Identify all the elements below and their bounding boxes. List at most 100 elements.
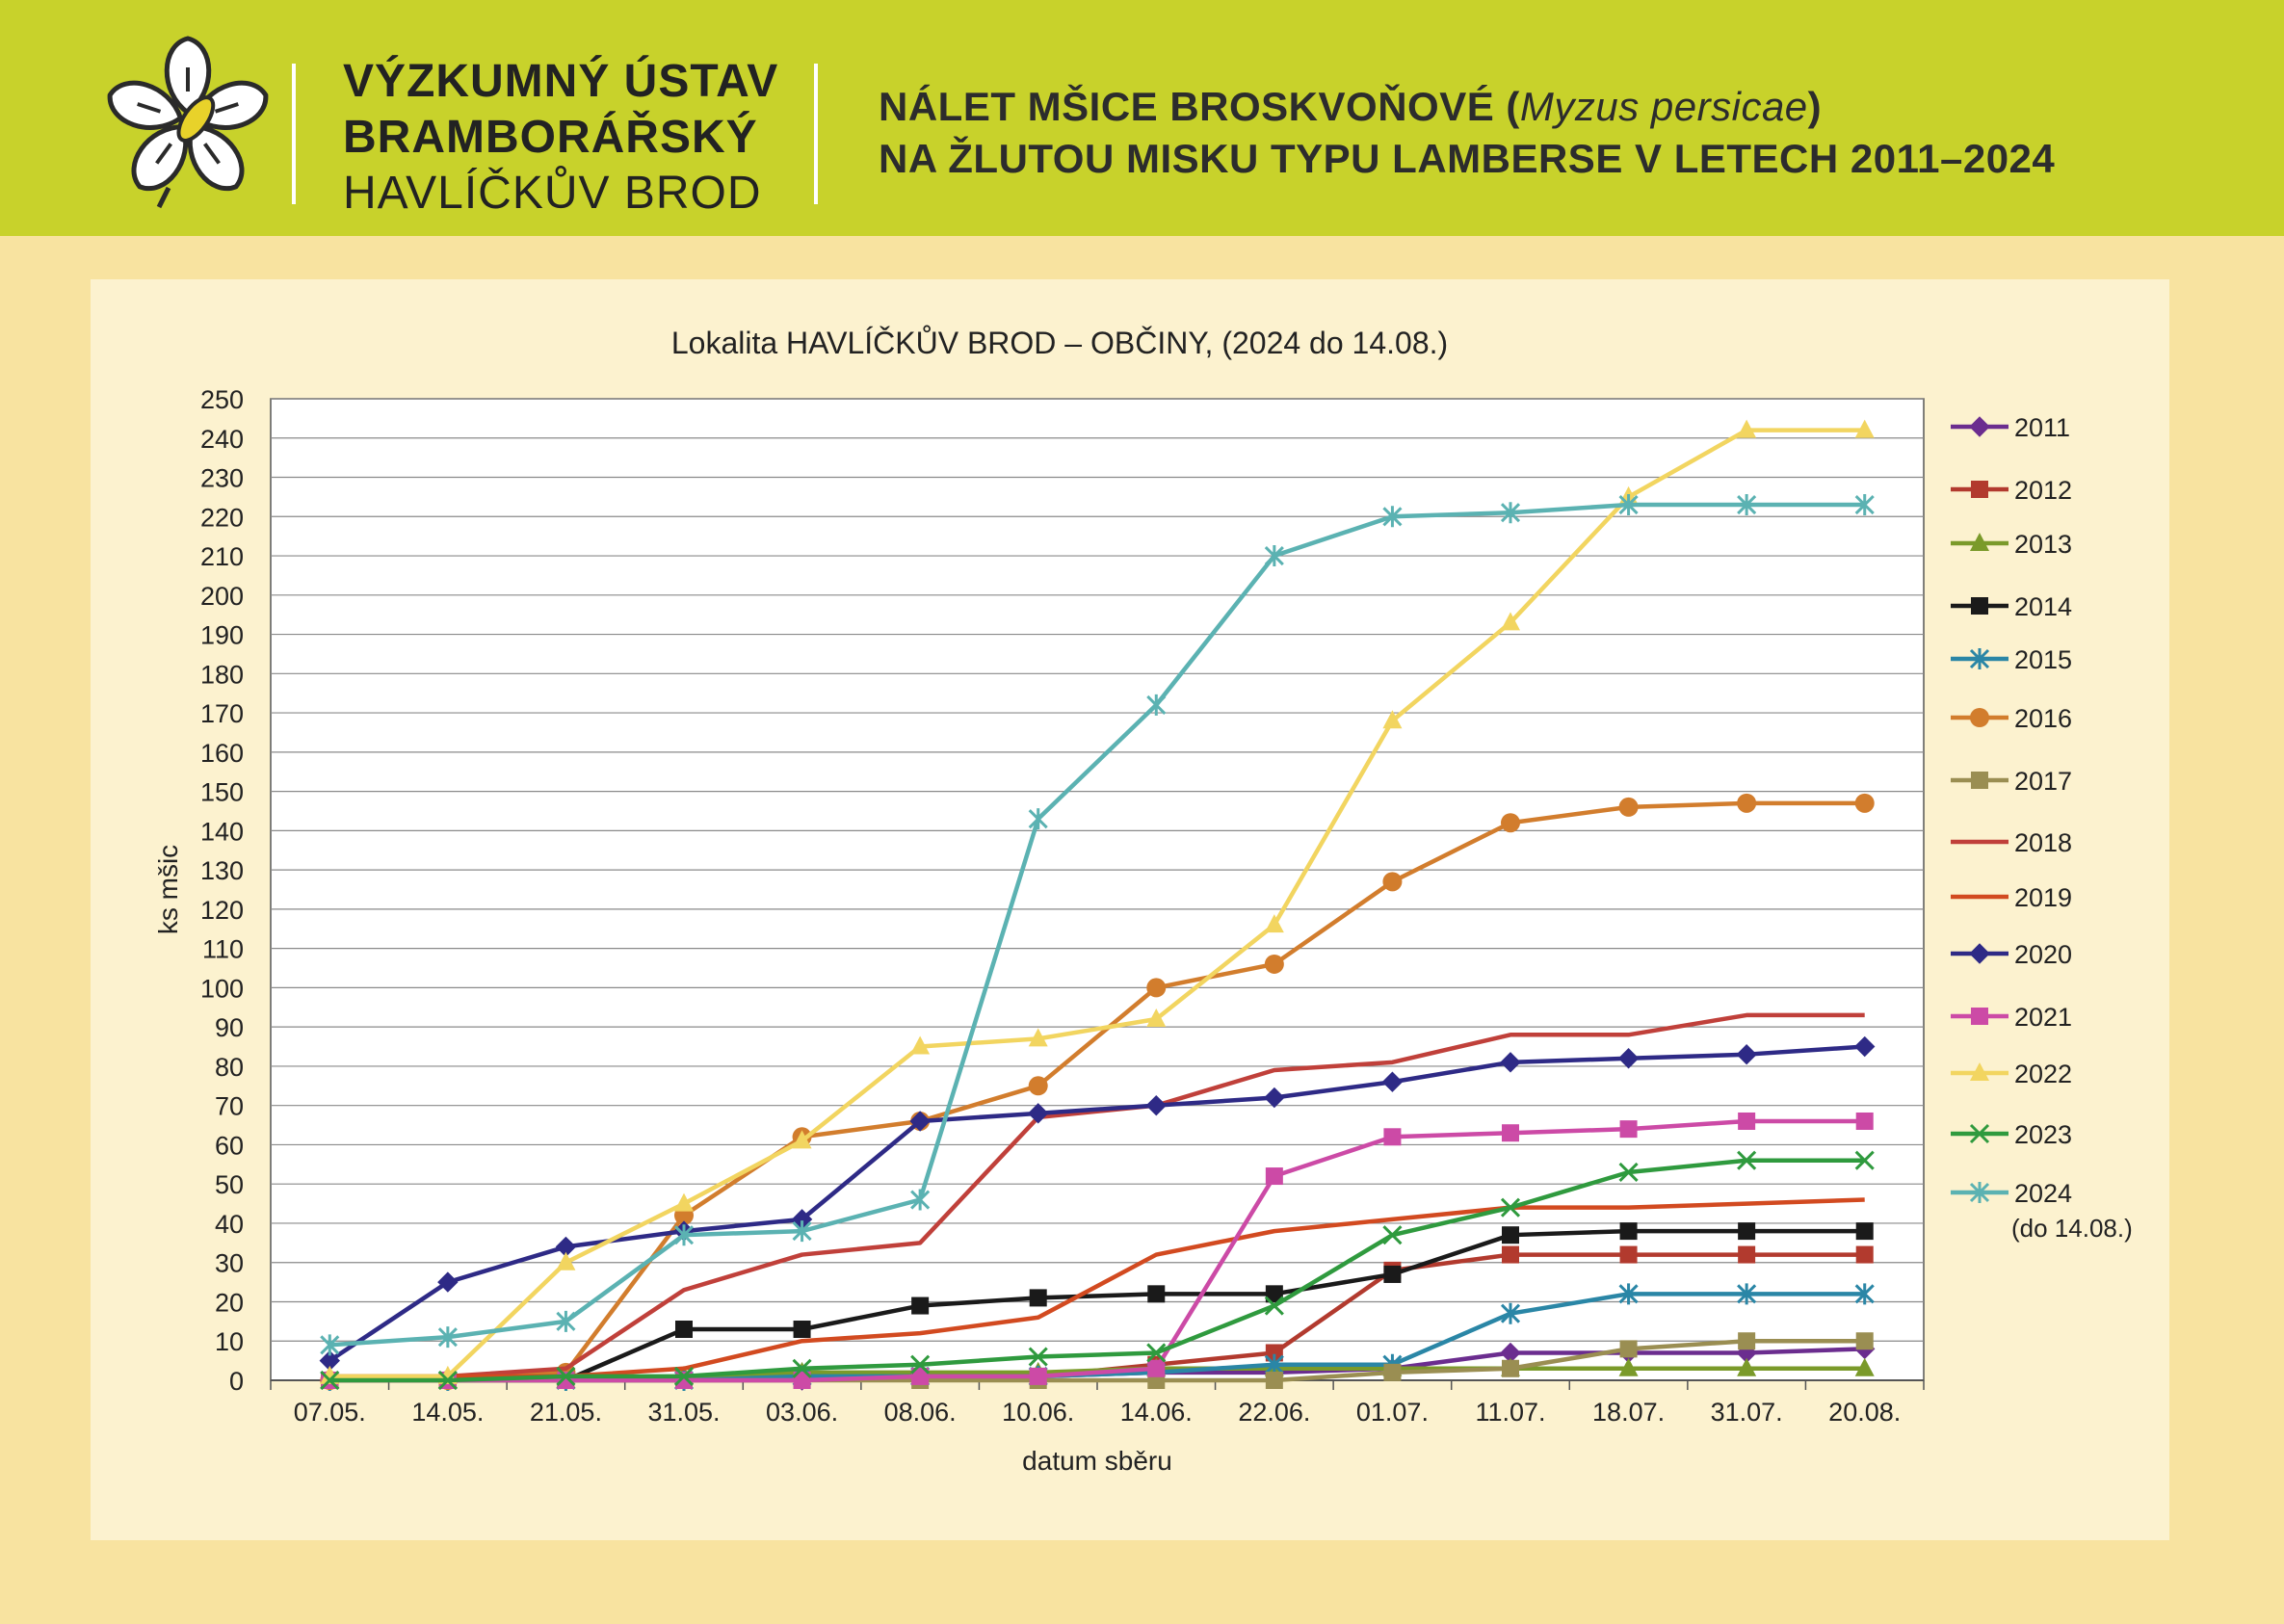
legend-marker bbox=[1969, 943, 1990, 964]
data-point bbox=[910, 1189, 931, 1211]
series-2020 bbox=[319, 1035, 1876, 1372]
y-tick-label: 210 bbox=[200, 542, 244, 571]
data-point bbox=[437, 1271, 459, 1293]
data-point bbox=[1737, 1283, 1757, 1305]
legend-label: 2024 bbox=[2014, 1179, 2072, 1208]
data-point bbox=[1619, 1120, 1638, 1139]
data-point bbox=[1028, 1347, 1048, 1367]
data-point bbox=[1028, 808, 1048, 830]
series-2024 bbox=[320, 494, 1875, 1356]
y-tick-label: 30 bbox=[215, 1249, 244, 1278]
legend-label: 2022 bbox=[2014, 1060, 2072, 1088]
data-point bbox=[1618, 1357, 1639, 1376]
legend-marker bbox=[1969, 1182, 1990, 1203]
data-point bbox=[1737, 1150, 1757, 1170]
data-point bbox=[1381, 1071, 1404, 1092]
x-tick-label: 14.06. bbox=[1120, 1398, 1193, 1427]
y-tick-label: 190 bbox=[200, 621, 244, 650]
series-line bbox=[329, 1228, 1865, 1383]
legend-label: 2023 bbox=[2014, 1120, 2072, 1149]
data-point bbox=[1502, 1245, 1519, 1264]
data-point bbox=[1738, 1332, 1756, 1350]
data-point bbox=[1028, 1103, 1049, 1124]
data-point bbox=[1382, 710, 1403, 729]
y-tick-label: 160 bbox=[200, 739, 244, 768]
y-tick-label: 80 bbox=[215, 1053, 244, 1082]
y-tick-label: 110 bbox=[202, 935, 244, 964]
legend-item-2018: 2018 bbox=[1951, 828, 2072, 857]
y-axis-label: ks mšic bbox=[153, 845, 183, 934]
series-line bbox=[329, 800, 1865, 1383]
legend-label: 2021 bbox=[2014, 1003, 2072, 1032]
flower-logo-icon bbox=[107, 36, 269, 209]
data-point bbox=[1854, 793, 1875, 813]
legend-note: (do 14.08.) bbox=[2011, 1214, 2133, 1243]
data-point bbox=[911, 1367, 930, 1385]
data-point bbox=[909, 1111, 931, 1132]
data-point bbox=[792, 1130, 812, 1149]
institute-name: VÝZKUMNÝ ÚSTAV BRAMBORÁŘSKÝ HAVLÍČKŮV BR… bbox=[343, 54, 778, 222]
data-point bbox=[1146, 694, 1167, 716]
legend-item-2021: 2021 bbox=[1951, 1003, 2072, 1032]
data-point bbox=[1617, 1048, 1640, 1069]
legend-item-2020: 2020 bbox=[1951, 940, 2072, 969]
y-tick-label: 20 bbox=[215, 1288, 244, 1317]
data-point bbox=[1383, 1265, 1402, 1283]
legend-item-2023: 2023 bbox=[1951, 1120, 2072, 1149]
legend-marker bbox=[1970, 708, 1989, 727]
institute-line-2: BRAMBORÁŘSKÝ bbox=[343, 112, 758, 163]
data-point bbox=[1619, 1245, 1638, 1264]
y-tick-label: 0 bbox=[229, 1367, 244, 1396]
data-point bbox=[1265, 1372, 1283, 1389]
data-point bbox=[1502, 1226, 1519, 1244]
legend-marker bbox=[1971, 597, 1988, 615]
series-line bbox=[329, 428, 1865, 1379]
data-point bbox=[1500, 1052, 1521, 1073]
legend-item-2022: 2022 bbox=[1951, 1060, 2072, 1088]
data-point bbox=[1264, 914, 1284, 933]
series-2023 bbox=[320, 1150, 1875, 1391]
x-tick-label: 07.05. bbox=[294, 1398, 366, 1427]
x-tick-label: 18.07. bbox=[1592, 1398, 1665, 1427]
data-point bbox=[673, 1366, 695, 1386]
institute-line-3: HAVLÍČKŮV BROD bbox=[343, 168, 762, 219]
legend-label: 2020 bbox=[2014, 940, 2072, 969]
legend-label: 2011 bbox=[2014, 413, 2070, 442]
legend-item-2013: 2013 bbox=[1951, 530, 2072, 559]
x-tick-label: 31.07. bbox=[1711, 1398, 1783, 1427]
data-point bbox=[1502, 1359, 1519, 1377]
data-point bbox=[910, 1354, 931, 1375]
data-point bbox=[556, 1310, 576, 1332]
header-divider bbox=[292, 64, 296, 204]
y-tick-label: 230 bbox=[200, 464, 244, 493]
data-point bbox=[1382, 506, 1403, 528]
data-point bbox=[1618, 494, 1639, 516]
data-point bbox=[793, 1321, 811, 1339]
data-point bbox=[1382, 1225, 1403, 1245]
data-point bbox=[1737, 494, 1757, 516]
y-tick-label: 220 bbox=[200, 503, 244, 532]
data-point bbox=[1501, 813, 1520, 833]
y-tick-label: 60 bbox=[215, 1131, 244, 1160]
y-tick-label: 140 bbox=[200, 817, 244, 846]
y-tick-label: 40 bbox=[215, 1210, 244, 1239]
legend-item-2014: 2014 bbox=[1951, 592, 2072, 621]
page-title-line-2: NA ŽLUTOU MISKU TYPU LAMBERSE V LETECH 2… bbox=[879, 136, 2056, 181]
x-tick-label: 01.07. bbox=[1356, 1398, 1429, 1427]
legend-marker bbox=[1971, 1008, 1988, 1025]
data-point bbox=[1265, 1344, 1283, 1362]
data-point bbox=[1146, 1343, 1167, 1363]
y-tick-label: 130 bbox=[200, 856, 244, 885]
data-point bbox=[1854, 1150, 1875, 1170]
data-point bbox=[1854, 494, 1875, 516]
data-point bbox=[792, 1220, 812, 1243]
legend-item-2024: 2024 bbox=[1951, 1179, 2072, 1208]
data-point bbox=[1619, 1340, 1638, 1358]
legend-marker bbox=[1969, 648, 1990, 669]
data-point bbox=[674, 1192, 694, 1212]
data-point bbox=[1264, 545, 1284, 567]
data-point bbox=[1501, 612, 1520, 631]
data-point bbox=[1264, 1087, 1285, 1109]
y-tick-label: 50 bbox=[215, 1170, 244, 1199]
